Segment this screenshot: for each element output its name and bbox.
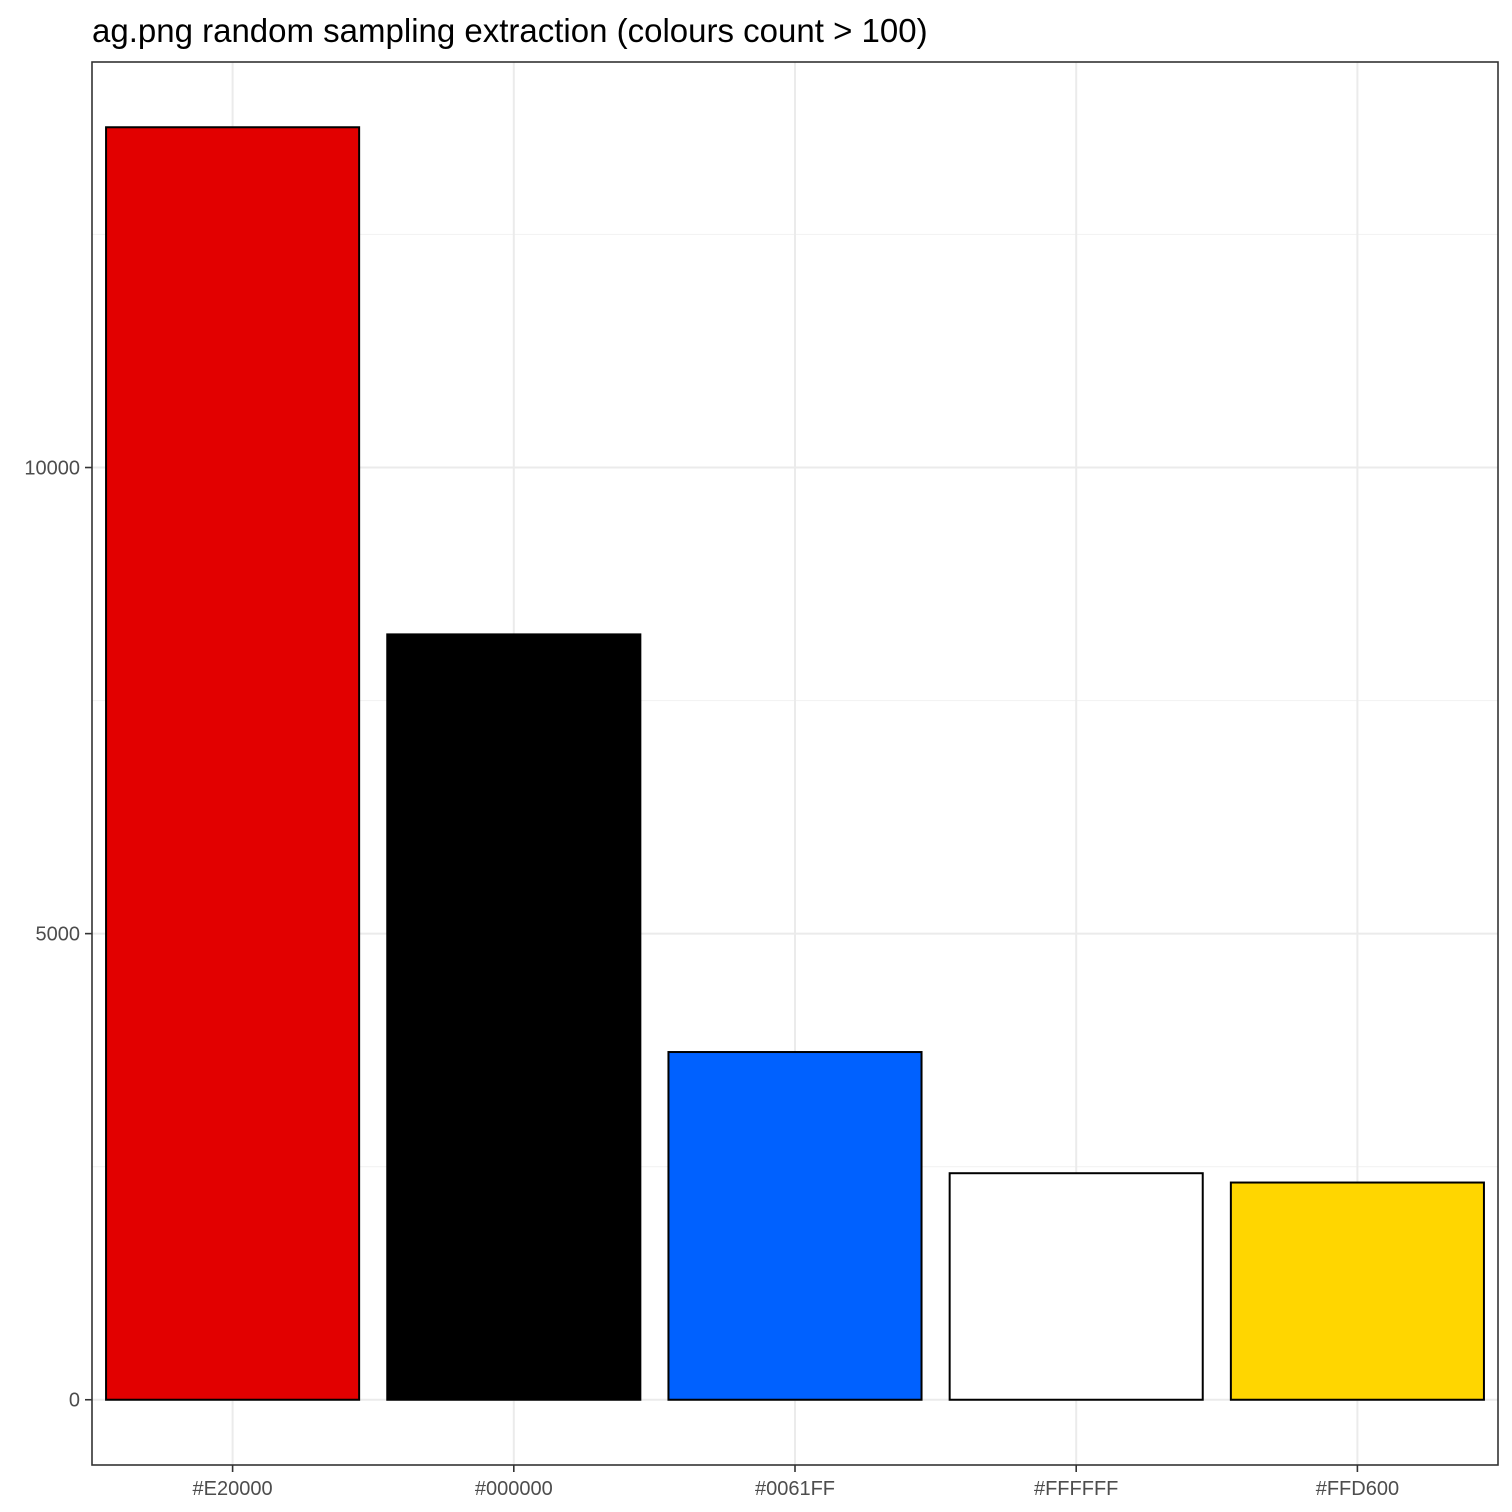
- x-tick-label: #0061FF: [755, 1478, 835, 1500]
- axes: 0 5000 10000 #E20000 #000000 #0061FF #FFFFFF #F…: [24, 458, 1399, 1500]
- bar-e20000: [105, 126, 361, 1401]
- chart-title: ag.png random sampling extraction (colou…: [92, 12, 928, 49]
- y-tick-label: 5000: [36, 924, 81, 946]
- x-tick-label: #000000: [475, 1478, 553, 1500]
- x-tick-label: #E20000: [193, 1478, 273, 1500]
- bar-ffd600: [1229, 1181, 1485, 1401]
- y-tick-label: 0: [69, 1390, 80, 1412]
- bar-000000: [386, 633, 642, 1401]
- bar-ffffff: [948, 1172, 1204, 1401]
- x-tick-label: #FFD600: [1316, 1478, 1399, 1500]
- bars: [105, 126, 1485, 1401]
- x-tick-label: #FFFFFF: [1034, 1478, 1118, 1500]
- y-tick-label: 10000: [24, 458, 80, 480]
- bar-0061ff: [667, 1051, 923, 1401]
